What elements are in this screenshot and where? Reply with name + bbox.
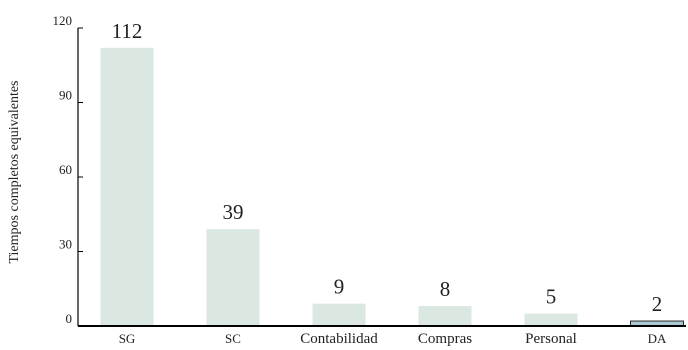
bar-personal [524,313,578,326]
y-tick-label: 0 [66,311,73,326]
y-tick-label: 120 [53,13,73,28]
data-label: 5 [546,285,557,309]
data-label: 9 [334,275,345,299]
bar-sg [100,47,154,326]
bar-sc [206,229,260,326]
y-tick-label: 90 [59,88,72,103]
bar-compras [418,306,472,326]
data-label: 8 [440,277,451,301]
data-label: 39 [223,200,244,224]
data-label: 112 [112,19,143,43]
x-tick-label: Contabilidad [300,331,378,347]
data-label: 2 [652,292,663,316]
y-tick-label: 30 [59,237,72,252]
x-tick-label: Personal [525,331,577,347]
x-tick-label: Compras [418,331,472,347]
x-tick-label: SG [119,331,136,346]
y-tick-label: 60 [59,162,72,177]
plot-area: 0 30 60 90 120 112 SG 39 SC 9 Contabilidad 8 Compras… [53,13,686,347]
y-axis-label: Tiempos completos equivalentes [7,80,22,263]
x-tick-label: DA [648,331,667,346]
bar-contabilidad [312,303,366,326]
x-tick-label: SC [225,331,241,346]
